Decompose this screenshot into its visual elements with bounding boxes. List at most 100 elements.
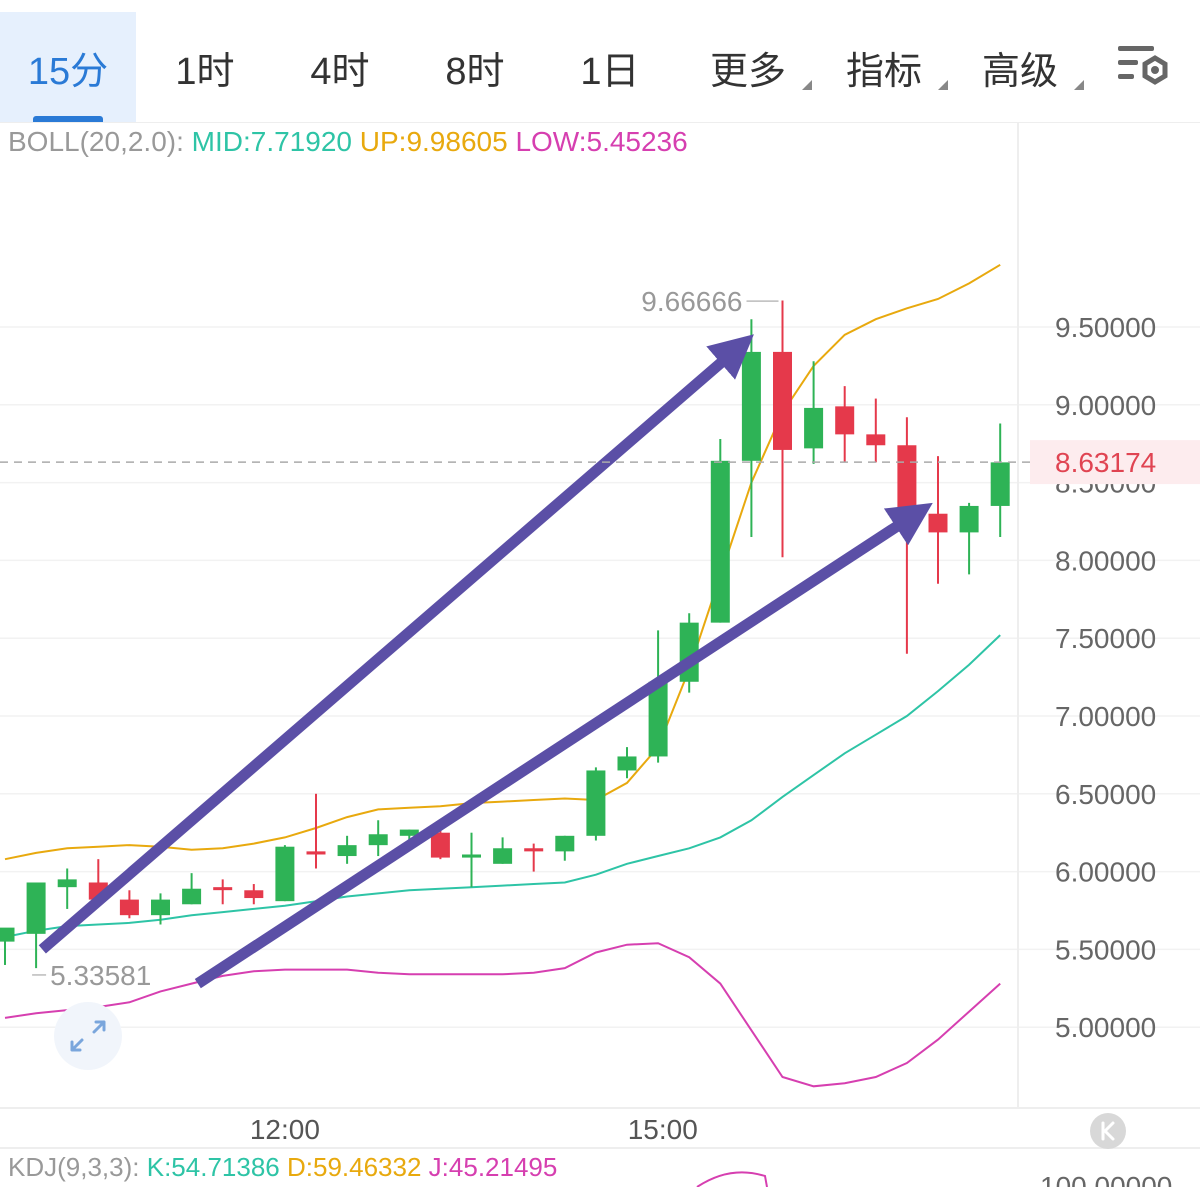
candle-body [275, 846, 295, 902]
candle-bullish [959, 502, 979, 575]
kdj-name: KDJ(9,3,3): [8, 1152, 140, 1182]
candle-body [617, 756, 637, 771]
trend-annotation-arrow [38, 334, 754, 954]
kdj-axis-tick: 100.00000 [1040, 1171, 1172, 1187]
tab-label: 高级 [981, 50, 1058, 93]
price-axis-tick: 7.00000 [1055, 701, 1156, 732]
candle-bullish [493, 837, 513, 864]
candle-body [57, 879, 77, 888]
price-axis-tick: 7.50000 [1055, 623, 1156, 654]
candle-body [119, 899, 139, 916]
candle-bullish [337, 835, 357, 864]
candle-bullish [586, 767, 606, 841]
candle-bearish [773, 300, 792, 558]
kdj-j-value: J:45.21495 [428, 1152, 558, 1182]
current-price-label: 8.63174 [1055, 447, 1156, 478]
tab-label: 更多 [709, 50, 786, 93]
tab-1hour[interactable]: 1时 [140, 12, 270, 122]
price-axis-tick: 8.00000 [1055, 545, 1156, 576]
candle-body [306, 851, 326, 855]
boll-low-value: LOW:5.45236 [515, 126, 688, 157]
candle-body [835, 406, 855, 435]
boll-middle-band-line [4, 634, 1001, 938]
candle-bullish [151, 893, 170, 925]
candle-body [151, 899, 170, 916]
candle-bearish [244, 884, 264, 905]
boll-lower-band-line [4, 942, 1001, 1088]
candle-bearish [835, 386, 855, 463]
tab-label: 8时 [445, 50, 505, 93]
boll-name: BOLL(20,2.0): [8, 126, 184, 157]
high-marker-label: 9.66666 [641, 286, 742, 317]
expand-chart-icon[interactable] [54, 1002, 122, 1070]
candle-bullish [648, 630, 668, 763]
candle-body [773, 351, 792, 450]
candle-bullish [555, 835, 575, 861]
candle-bullish [182, 873, 202, 905]
candle-body [555, 835, 575, 852]
low-marker-label: 5.33581 [50, 960, 151, 991]
candle-bearish [430, 828, 450, 860]
candle-body [368, 834, 388, 846]
candle-body [897, 445, 917, 514]
candle-bullish [368, 820, 388, 857]
candle-bullish [990, 423, 1010, 538]
candle-body [866, 434, 886, 446]
tab-15min[interactable]: 15分 [0, 12, 136, 122]
chart-settings-icon[interactable] [1112, 40, 1172, 94]
candle-body [524, 848, 544, 852]
candle-body [26, 882, 46, 934]
current-price-badge [1030, 440, 1200, 485]
candle-body [741, 351, 761, 461]
timeframe-tab-bar: 15分 1时 4时 8时 1日 更多 指标 高级 [0, 0, 1200, 123]
candle-body [804, 407, 824, 449]
tab-label: 15分 [27, 50, 109, 93]
candle-body [0, 927, 15, 942]
tab-more-dropdown[interactable]: 更多 [700, 12, 812, 122]
price-axis-tick: 5.50000 [1055, 934, 1156, 965]
jump-to-latest-icon[interactable] [1090, 1113, 1126, 1149]
candle-body [182, 888, 202, 905]
tab-4hour[interactable]: 4时 [275, 12, 405, 122]
kdj-j-line-fragment [696, 1171, 768, 1187]
price-axis-tick: 6.50000 [1055, 779, 1156, 810]
candle-bearish [213, 879, 233, 905]
candle-body [399, 829, 419, 836]
kdj-k-value: K:54.71386 [146, 1152, 280, 1182]
candle-bearish [524, 843, 544, 872]
tab-advanced-dropdown[interactable]: 高级 [972, 12, 1084, 122]
tab-label: 1时 [175, 50, 235, 93]
candle-body [990, 462, 1010, 506]
candle-bullish [804, 361, 824, 464]
tab-1day[interactable]: 1日 [545, 12, 675, 122]
candle-body [493, 848, 513, 864]
tab-label: 指标 [845, 50, 922, 93]
candle-bearish [119, 890, 139, 919]
time-axis-tick: 15:00 [628, 1114, 698, 1145]
candle-body [710, 460, 730, 623]
active-tab-underline [33, 116, 103, 122]
kdj-d-value: D:59.46332 [286, 1152, 422, 1182]
trend-annotation-arrow [194, 502, 933, 989]
candle-bearish [928, 456, 948, 584]
tab-label: 4时 [310, 50, 370, 93]
candle-bullish [462, 832, 481, 888]
candle-bullish [710, 439, 730, 623]
dropdown-triangle-icon [802, 80, 812, 90]
candle-bullish [57, 868, 77, 909]
boll-upper-band-line [4, 263, 1001, 861]
tab-label: 1日 [580, 50, 640, 93]
boll-mid-value: MID:7.71920 [191, 126, 352, 157]
price-axis-tick: 6.00000 [1055, 857, 1156, 888]
tab-8hour[interactable]: 8时 [410, 12, 540, 122]
candle-body [337, 845, 357, 857]
dropdown-triangle-icon [938, 80, 948, 90]
dropdown-triangle-icon [1074, 80, 1084, 90]
tab-indicators-dropdown[interactable]: 指标 [836, 12, 948, 122]
candle-bearish [897, 417, 917, 654]
candle-bullish [275, 845, 295, 902]
candle-body [928, 513, 948, 533]
price-axis-tick: 9.00000 [1055, 390, 1156, 421]
candle-bearish [866, 398, 886, 463]
